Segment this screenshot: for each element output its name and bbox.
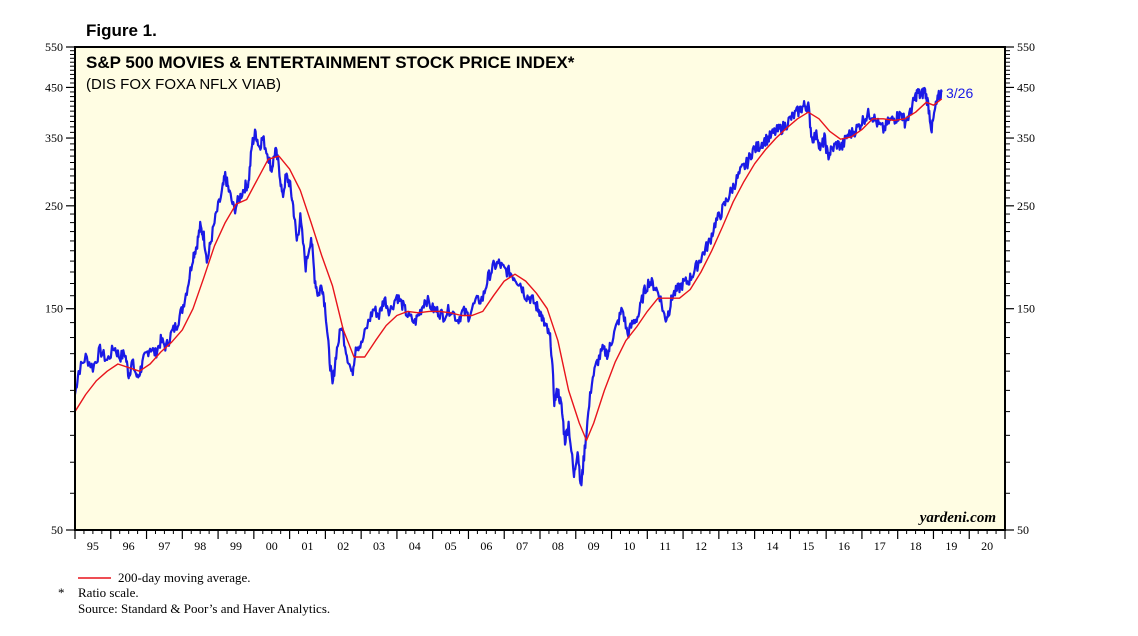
x-tick-label: 14 [767,539,779,553]
y-tick-label-right: 450 [1017,80,1035,94]
tick-layer [66,46,1014,539]
y-tick-labels-left: 550 450 350 250 150 50 [45,40,63,537]
x-tick-label: 00 [266,539,278,553]
x-tick-label: 05 [445,539,457,553]
footnote-marker: * [58,585,65,600]
series-line-price [76,86,943,487]
x-tick-label: 12 [695,539,707,553]
chart-subtitle: (DIS FOX FOXA NFLX VIAB) [86,76,281,93]
x-tick-label: 98 [194,539,206,553]
series-line-moving-average [76,98,943,442]
x-tick-label: 96 [123,539,135,553]
x-tick-label: 11 [659,539,671,553]
figure-label: Figure 1. [86,21,157,40]
x-tick-label: 04 [409,539,421,553]
x-tick-label: 99 [230,539,242,553]
x-tick-label: 02 [337,539,349,553]
x-tick-label: 07 [516,539,528,553]
chart-title: S&P 500 MOVIES & ENTERTAINMENT STOCK PRI… [86,53,575,72]
y-tick-label-right: 50 [1017,523,1029,537]
y-tick-label-right: 150 [1017,302,1035,316]
x-tick-label: 08 [552,539,564,553]
footnote-scale: Ratio scale. [78,585,139,600]
y-tick-label-right: 550 [1017,40,1035,54]
x-tick-label: 03 [373,539,385,553]
x-tick-label: 95 [87,539,99,553]
x-tick-label: 18 [910,539,922,553]
y-tick-labels-right: 550 450 350 250 150 50 [1017,40,1035,537]
y-tick-label-left: 150 [45,302,63,316]
y-tick-label-left: 350 [45,131,63,145]
x-tick-label: 13 [731,539,743,553]
legend-label-moving-average: 200-day moving average. [118,570,250,585]
x-tick-label: 97 [158,539,170,553]
plot-area [74,46,1006,531]
y-tick-label-right: 250 [1017,199,1035,213]
x-tick-label: 06 [480,539,492,553]
y-tick-label-left: 450 [45,80,63,94]
x-tick-label: 15 [802,539,814,553]
x-tick-label: 17 [874,539,886,553]
y-tick-label-right: 350 [1017,131,1035,145]
x-tick-label: 09 [588,539,600,553]
watermark: yardeni.com [918,510,996,526]
footnote-source: Source: Standard & Poor’s and Haver Anal… [78,601,330,616]
x-tick-label: 01 [302,539,314,553]
x-tick-label: 19 [945,539,957,553]
y-tick-label-left: 550 [45,40,63,54]
x-tick-label: 20 [981,539,993,553]
y-tick-label-left: 250 [45,199,63,213]
x-tick-label: 10 [623,539,635,553]
x-tick-labels: 95 96 97 98 99 00 01 02 03 04 05 06 07 08 09 10 11 12 13 14… [87,539,993,553]
y-tick-label-left: 50 [51,523,63,537]
end-date-label: 3/26 [946,85,973,101]
x-tick-label: 16 [838,539,850,553]
